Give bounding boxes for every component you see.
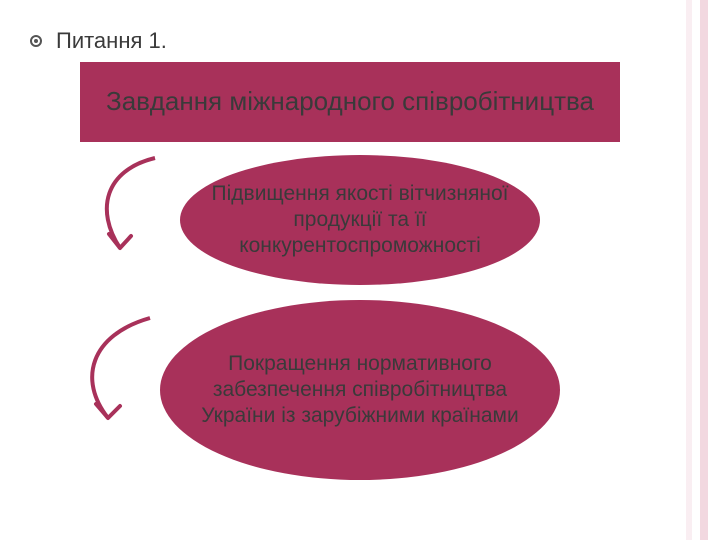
title-text: Завдання міжнародного співробітництва	[106, 86, 594, 117]
ellipse-task-1: Підвищення якості вітчизняної продукції …	[180, 155, 540, 285]
title-banner: Завдання міжнародного співробітництва	[80, 62, 620, 142]
arrow-2	[70, 310, 170, 440]
question-label: Питання 1.	[56, 28, 167, 54]
bullet-icon	[30, 35, 42, 47]
question-bullet-row: Питання 1.	[30, 28, 167, 54]
ellipse-2-text: Покращення нормативного забезпечення спі…	[200, 351, 520, 430]
arrow-1	[85, 150, 175, 270]
ellipse-task-2: Покращення нормативного забезпечення спі…	[160, 300, 560, 480]
ellipse-1-text: Підвищення якості вітчизняної продукції …	[210, 181, 510, 260]
decorative-stripe	[678, 0, 720, 540]
